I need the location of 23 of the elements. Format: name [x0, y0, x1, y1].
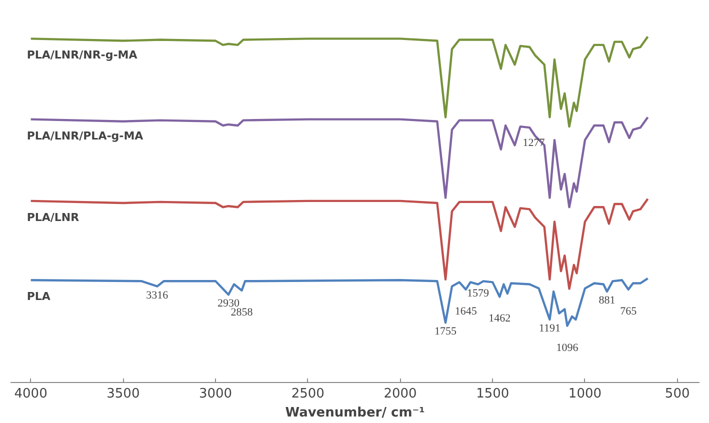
series-label: PLA — [26, 290, 51, 304]
x-tick-label: 500 — [664, 386, 690, 402]
annotation: 1191 — [538, 322, 560, 335]
series-label: PLA/LNR — [26, 210, 80, 224]
annotation: 765 — [620, 305, 638, 318]
annotation: 881 — [598, 294, 616, 307]
annotation: 1462 — [488, 312, 511, 325]
x-tick-label: 2500 — [291, 386, 324, 402]
annotation: 2858 — [230, 306, 254, 318]
x-tick-label: 3000 — [198, 386, 232, 402]
x-axis-title: Wavenumber/ cm⁻¹ — [285, 406, 425, 420]
annotation: 1645 — [454, 305, 478, 318]
annotation: 1096 — [556, 342, 579, 354]
x-tick-label: 3500 — [106, 386, 140, 402]
annotation: 1755 — [434, 326, 458, 338]
x-tick-label: 1500 — [476, 386, 510, 402]
series-label: PLA/LNR/PLA-g-MA — [26, 129, 144, 142]
x-tick-label: 1000 — [568, 386, 602, 402]
series-label: PLA/LNR/NR-g-MA — [26, 48, 138, 62]
x-tick-label: 2000 — [384, 386, 417, 402]
annotation: 1579 — [467, 287, 490, 300]
x-tick-label: 4000 — [14, 386, 48, 402]
annotation: 3316 — [146, 289, 169, 302]
